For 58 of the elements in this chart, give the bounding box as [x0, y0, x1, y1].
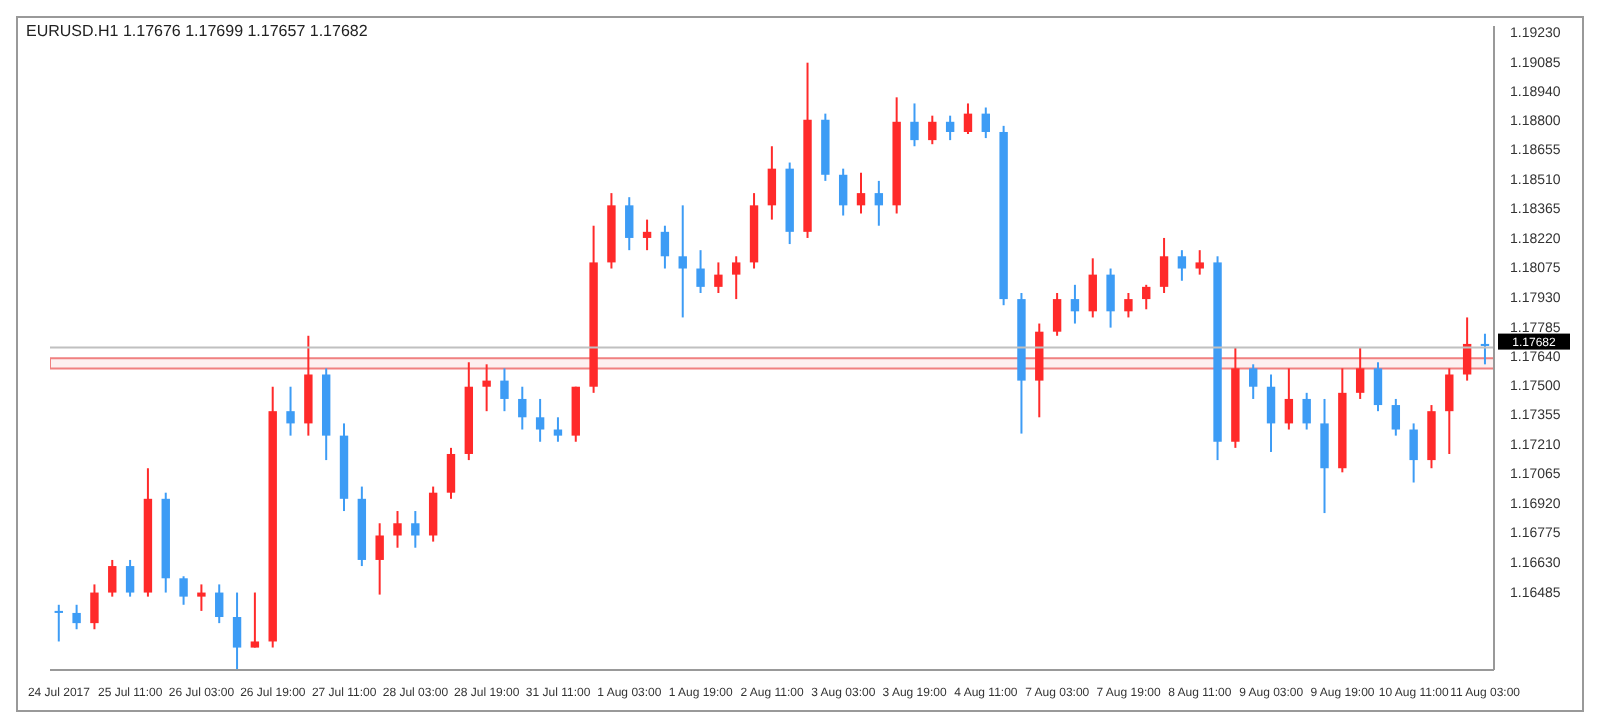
candlestick: [1320, 397, 1329, 515]
candlestick: [856, 171, 866, 215]
candlestick: [678, 204, 687, 319]
candlestick: [1106, 267, 1115, 329]
candlestick: [838, 167, 848, 217]
candlestick: [1177, 249, 1187, 282]
candlestick: [1284, 367, 1294, 431]
candlestick: [1124, 291, 1133, 319]
candlestick: [767, 145, 777, 221]
candlestick: [125, 558, 135, 598]
candlestick: [72, 603, 81, 631]
candlestick: [553, 416, 563, 443]
candlestick: [1052, 291, 1062, 337]
candlestick: [1355, 347, 1365, 400]
candlestick: [1195, 249, 1204, 276]
candlestick: [411, 510, 420, 549]
candlestick: [375, 522, 384, 596]
candlestick: [1373, 361, 1383, 413]
candlestick: [1302, 391, 1311, 431]
candlestick: [535, 397, 545, 443]
candlestick: [1391, 397, 1401, 437]
candlestick: [1142, 283, 1151, 311]
candlestick: [428, 485, 438, 543]
candlestick: [660, 224, 670, 270]
candlestick: [197, 583, 206, 612]
candlestick: [1266, 373, 1276, 453]
candlestick: [642, 218, 652, 252]
candlestick: [54, 603, 63, 643]
candlestick: [393, 510, 402, 549]
candlestick: [482, 363, 491, 413]
candlestick: [232, 591, 242, 670]
candlestick: [1249, 363, 1258, 400]
candlestick: [500, 367, 509, 413]
chart-title: EURUSD.H1 1.17676 1.17699 1.17657 1.17682: [26, 22, 368, 40]
candlestick: [714, 261, 723, 294]
candlestick: [518, 385, 527, 431]
candlestick: [179, 575, 188, 606]
candlestick: [625, 196, 634, 252]
candlestick: [250, 591, 260, 649]
candlestick: [1159, 236, 1169, 294]
candlestick: [1409, 422, 1418, 484]
candlestick: [696, 249, 705, 294]
candlestick: [963, 102, 973, 136]
candlestick: [874, 179, 884, 227]
candlestick: [1088, 257, 1097, 319]
candlestick: [928, 114, 937, 146]
candlestick: [1445, 367, 1454, 455]
candlestick: [215, 583, 224, 625]
candlestick: [732, 255, 741, 301]
candlestick: [1480, 332, 1490, 366]
candlestick: [981, 106, 990, 140]
candlestick: [90, 583, 99, 631]
candlestick: [446, 446, 456, 500]
candlestick: [910, 102, 919, 148]
candlestick: [1070, 283, 1080, 325]
candlestick: [286, 385, 295, 437]
candlestick: [108, 558, 117, 598]
candlestick: [945, 114, 955, 142]
